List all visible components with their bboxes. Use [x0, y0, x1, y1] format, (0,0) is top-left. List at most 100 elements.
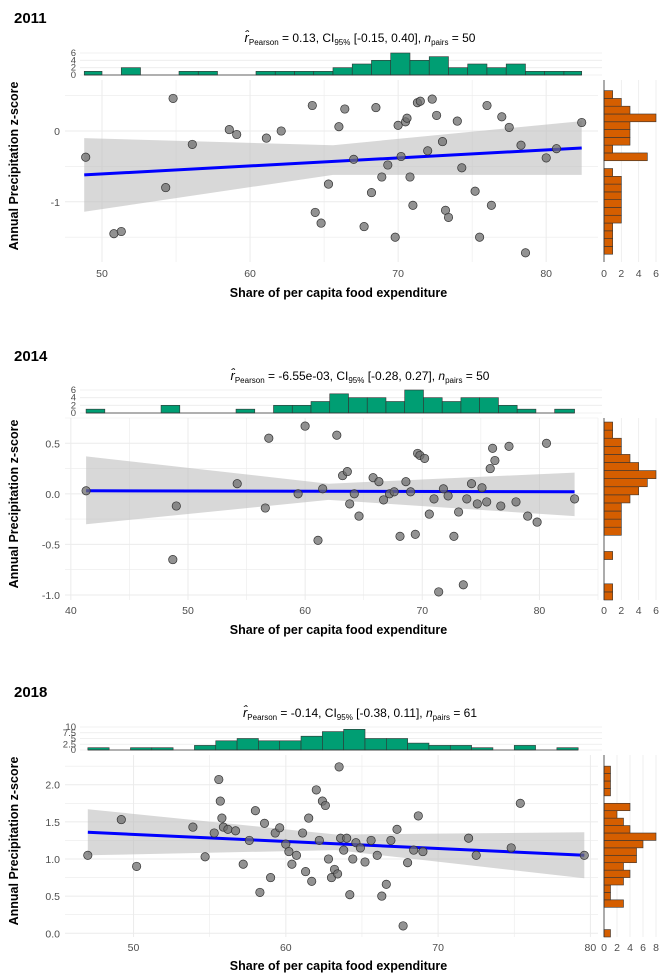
x-tick-label: 70 [432, 942, 444, 954]
subtitle-part-4: [-0.28, 0.27], [364, 369, 438, 383]
top-hist-bar [423, 397, 443, 414]
data-point [398, 921, 408, 931]
data-point [393, 120, 403, 130]
x-tick-label: 70 [416, 605, 428, 617]
top-hist-tick: 0 [71, 745, 76, 756]
data-point [532, 517, 542, 527]
side-hist-bar [603, 518, 622, 528]
data-point [409, 845, 419, 855]
chart-subtitle: r̂Pearson = 0.13, CI95% [-0.15, 0.40], n… [244, 30, 476, 47]
data-point [354, 511, 364, 521]
top-hist-tick: 2 [71, 400, 76, 411]
side-hist-bar [603, 246, 613, 255]
side-hist-bar [603, 929, 611, 938]
side-hist-tick: 4 [636, 268, 642, 280]
top-hist-bar [332, 67, 353, 76]
side-hist-bar [603, 884, 611, 893]
side-hist-bar [603, 832, 657, 841]
data-point [214, 774, 224, 785]
data-point [485, 464, 495, 474]
side-hist-bar [603, 121, 631, 130]
y-tick-label: 0.0 [45, 928, 60, 940]
data-point [424, 509, 434, 519]
subtitle-part-5: n [438, 369, 445, 383]
side-hist-tick: 8 [653, 942, 659, 954]
side-hist-bar [603, 847, 637, 856]
x-axis-title: Share of per capita food expenditure [230, 959, 447, 973]
data-point [443, 212, 454, 222]
side-hist-bar [603, 446, 622, 455]
side-hist-bar [603, 437, 622, 447]
data-point [515, 798, 525, 808]
data-point [381, 879, 391, 889]
side-hist-tick: 2 [614, 942, 620, 954]
side-hist-bar [603, 238, 613, 247]
x-axis-title: Share of per capita food expenditure [230, 286, 447, 300]
side-hist-bar [603, 899, 624, 908]
chart-subtitle: r̂Pearson = -6.55e-03, CI95% [-0.28, 0.2… [230, 368, 490, 385]
x-tick-label: 50 [128, 942, 140, 954]
data-point [316, 218, 326, 228]
top-hist-bar [235, 408, 256, 414]
data-point [511, 497, 521, 507]
side-hist-bar [603, 90, 613, 99]
data-point [579, 850, 589, 860]
top-histogram: 02.557.510 [63, 722, 602, 756]
data-points [81, 93, 587, 258]
top-hist-bar [371, 60, 392, 76]
top-hist-bar [343, 728, 366, 751]
data-point [427, 94, 437, 104]
data-point [334, 122, 344, 132]
side-hist-bar [603, 478, 648, 488]
subtitle-part-0: r̂ [243, 705, 249, 720]
side-hist-bar [603, 199, 622, 208]
data-point [168, 555, 178, 565]
side-hist-bar [603, 825, 631, 834]
data-point [359, 222, 369, 232]
top-hist-bar [236, 738, 259, 751]
subtitle-part-3: 95% [348, 376, 364, 385]
side-hist-bar [603, 176, 622, 185]
data-point [570, 494, 580, 504]
data-point [310, 207, 320, 217]
x-tick-label: 80 [534, 605, 546, 617]
data-point [366, 835, 376, 845]
data-point [389, 487, 399, 497]
side-hist-bar [603, 230, 613, 239]
y-tick-label: 2.0 [45, 780, 60, 792]
subtitle-part-5: n [426, 706, 433, 720]
data-points [83, 762, 589, 931]
data-point [472, 499, 482, 509]
data-point [506, 843, 516, 853]
top-hist-bar [385, 401, 406, 414]
data-point [443, 491, 453, 501]
data-point [284, 847, 294, 857]
data-point [224, 125, 234, 135]
data-point [215, 796, 225, 806]
subtitle-part-7: = 61 [450, 706, 477, 720]
top-hist-bar [428, 745, 451, 751]
side-hist-bar [603, 765, 611, 774]
data-point [355, 843, 365, 853]
side-hist-bar [603, 454, 631, 463]
top-hist-bar [274, 71, 295, 76]
side-hist-bar [603, 892, 611, 901]
chart-panel-2014: 2014 r̂Pearson = -6.55e-03, CI95% [-0.28,… [7, 348, 659, 637]
side-hist-bar [603, 869, 631, 878]
data-point [488, 443, 498, 453]
data-point [264, 433, 274, 443]
side-hist-bar [603, 168, 613, 177]
data-point [231, 826, 241, 836]
data-point [402, 113, 412, 123]
data-point [438, 484, 448, 494]
data-point [168, 93, 178, 103]
confidence-band [84, 121, 582, 212]
data-point [577, 117, 587, 128]
side-hist-tick: 2 [618, 268, 624, 280]
subtitle-part-7: = 50 [448, 31, 475, 45]
side-hist-bar [603, 429, 613, 439]
data-point [377, 172, 387, 182]
data-point [496, 501, 506, 511]
data-points [81, 421, 580, 597]
